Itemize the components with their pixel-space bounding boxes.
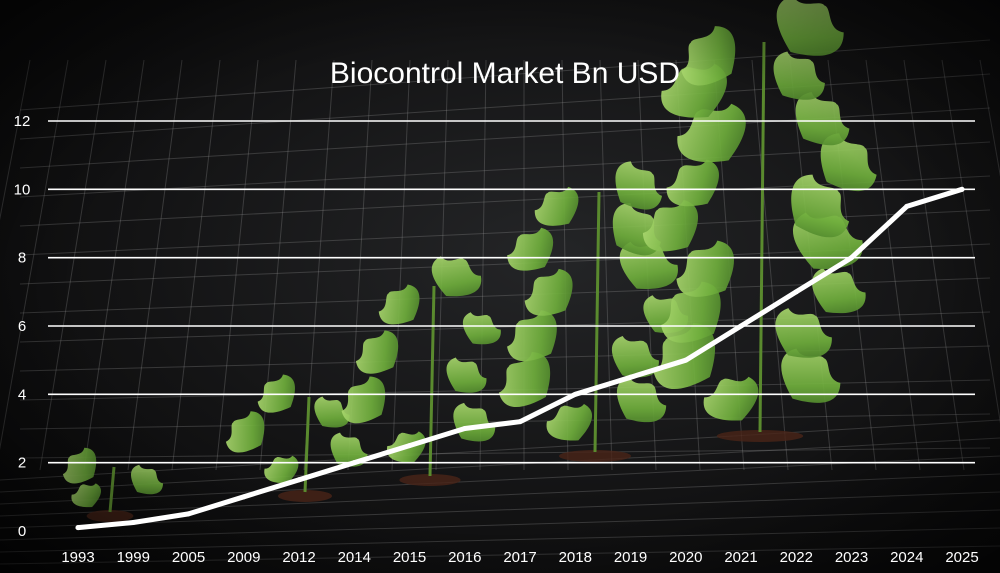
x-tick-label: 2025 [945, 549, 978, 566]
x-tick-label: 2021 [724, 549, 757, 566]
data-point [186, 511, 191, 517]
x-tick-label: 2023 [835, 549, 868, 566]
y-gridlines [48, 120, 975, 464]
data-point [407, 443, 412, 449]
x-tick-label: 2009 [227, 549, 260, 566]
x-tick-label: 2015 [393, 549, 426, 566]
y-axis-ticks: 0 2 4 6 8 10 12 [14, 113, 31, 540]
data-point [904, 203, 910, 209]
x-tick-label: 2018 [559, 549, 592, 566]
data-point [849, 255, 854, 261]
data-point [351, 460, 357, 466]
data-point [793, 289, 799, 295]
y-tick-label: 2 [18, 455, 26, 472]
y-tick-label: 12 [14, 113, 31, 130]
x-tick-label: 2017 [503, 549, 536, 566]
data-point [462, 426, 468, 431]
y-tick-label: 6 [18, 318, 26, 335]
data-point [75, 525, 81, 531]
data-point [241, 494, 247, 500]
data-point [296, 477, 302, 483]
x-tick-label: 2014 [338, 549, 371, 566]
data-point [572, 391, 578, 397]
x-tick-label: 2005 [172, 549, 205, 566]
x-tick-label: 2024 [890, 549, 923, 566]
data-point [738, 323, 744, 329]
x-axis-ticks: 1993 1999 2005 2009 2012 2014 2015 2016 2017 2018… [61, 549, 978, 566]
data-point [628, 374, 633, 380]
x-tick-label: 2022 [780, 549, 813, 566]
data-point [130, 519, 136, 525]
y-tick-label: 4 [18, 386, 26, 403]
data-point [959, 186, 965, 192]
y-tick-label: 8 [18, 250, 26, 267]
x-tick-label: 2016 [448, 549, 481, 566]
x-tick-label: 1999 [117, 549, 150, 566]
series-layer [75, 186, 965, 531]
x-tick-label: 2019 [614, 549, 647, 566]
data-point [517, 419, 523, 425]
y-tick-label: 0 [18, 523, 26, 540]
x-tick-label: 2012 [282, 549, 315, 566]
data-point [683, 357, 689, 363]
y-tick-label: 10 [14, 181, 31, 198]
x-tick-label: 1993 [61, 549, 94, 566]
chart-title: Biocontrol Market Bn USD [330, 57, 680, 90]
x-tick-label: 2020 [669, 549, 702, 566]
